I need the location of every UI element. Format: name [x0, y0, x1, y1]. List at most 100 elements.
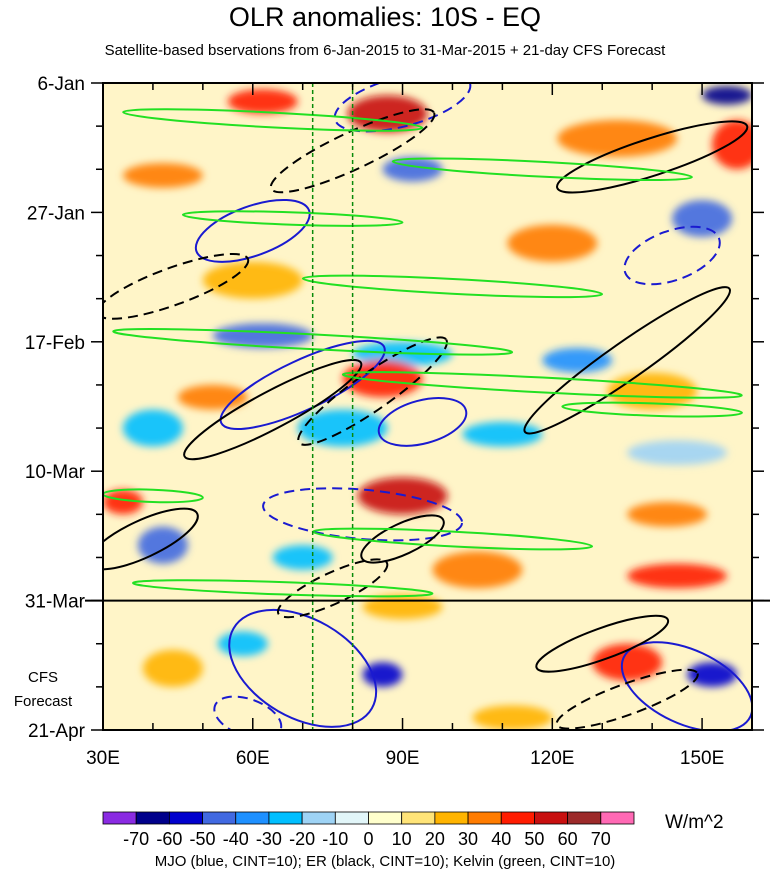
mjo-contour-4 [620, 641, 752, 730]
anomaly-blob-7 [672, 200, 733, 238]
mjo-contour-1 [377, 397, 468, 447]
er-contour-12 [360, 514, 445, 564]
y-tick-label: 31-Mar [25, 592, 86, 613]
colorbar-swatch [268, 811, 303, 825]
colorbar-swatch [500, 811, 535, 825]
anomaly-blob-29 [362, 662, 403, 687]
y-tick-label: 17-Feb [25, 333, 85, 354]
mjo-contour-0 [194, 198, 311, 263]
colorbar-swatch [368, 811, 403, 825]
anomaly-blob-12 [542, 347, 613, 373]
anomaly-blob-32 [142, 649, 203, 687]
colorbar-label: -60 [156, 829, 182, 849]
kelvin-contour-22 [181, 210, 404, 227]
mjo-contour-6 [623, 225, 721, 286]
x-tick-label: 60E [236, 748, 270, 769]
plot-border [102, 82, 753, 731]
kelvin-contour-21 [391, 157, 693, 182]
er-contour-15 [269, 108, 436, 194]
er-contour-18 [276, 558, 389, 619]
x-tick-label: 120E [530, 748, 574, 769]
anomaly-blob-13 [342, 360, 423, 398]
colorbar-swatch [301, 811, 336, 825]
kelvin-contour-25 [341, 371, 743, 399]
anomaly-blob-25 [627, 563, 728, 589]
colorbar-label: -40 [223, 829, 249, 849]
anomaly-blob-3 [557, 119, 678, 157]
kelvin-contour-23 [301, 274, 604, 299]
colorbar-swatch [102, 811, 137, 825]
anomaly-blob-23 [137, 526, 188, 564]
y-tick-label: 6-Jan [37, 74, 85, 95]
anomaly-blob-30 [592, 643, 663, 681]
anomaly-blob-22 [627, 502, 708, 527]
figure-caption: MJO (blue, CINT=10); ER (black, CINT=10)… [154, 853, 616, 870]
anomaly-blob-24 [272, 545, 333, 570]
colorbar-swatch [235, 811, 270, 825]
anomaly-blob-21 [103, 489, 143, 515]
colorbar-label: 40 [491, 829, 511, 849]
er-contour-16 [103, 252, 250, 320]
anomaly-blob-26 [432, 551, 523, 589]
x-tick-label: 90E [386, 748, 420, 769]
colorbar: -70 -60 -50 -40 -30 -20 -10 0 10 20 30 40 50 60 70 [102, 811, 635, 849]
kelvin-contour-26 [561, 401, 743, 418]
cfs-forecast-label: CFS Forecast [8, 666, 78, 714]
plot-frame [85, 82, 770, 731]
er-contour-11 [523, 286, 731, 435]
colorbar-swatch [600, 811, 635, 825]
anomaly-blob-27 [362, 594, 443, 620]
anomaly-blob-4 [702, 86, 752, 105]
mjo-contour-3 [228, 608, 378, 728]
anomaly-blob-33 [472, 705, 553, 730]
anomaly-blob-1 [347, 95, 428, 133]
chart-title: OLR anomalies: 10S - EQ [228, 2, 542, 32]
colorbar-label: 20 [425, 829, 445, 849]
anomaly-blob-9 [202, 261, 303, 299]
er-contour-10 [183, 358, 363, 461]
anomaly-blob-6 [122, 163, 203, 188]
er-contour-19 [555, 668, 699, 730]
x-tick-label: 150E [680, 748, 724, 769]
y-tick-label: 21-Apr [28, 721, 86, 742]
kelvin-contour-29 [132, 579, 434, 598]
x-axis: 30E 60E 90E 120E 150E [86, 83, 753, 769]
colorbar-label: 70 [591, 829, 611, 849]
colorbar-label: 50 [524, 829, 544, 849]
colorbar-swatch [334, 811, 369, 825]
er-contour-9 [556, 120, 749, 194]
anomaly-blob-31 [687, 662, 738, 687]
colorbar-swatch [135, 811, 170, 825]
colorbar-label: 10 [392, 829, 412, 849]
colorbar-swatch [467, 811, 502, 825]
er-contour-13 [103, 507, 199, 571]
colorbar-label: -70 [123, 829, 149, 849]
anomaly-blob-16 [297, 409, 388, 447]
colorbar-units: W/m^2 [665, 812, 724, 833]
anomaly-blob-5 [712, 119, 752, 170]
chart-subtitle: Satellite-based bservations from 6-Jan-2… [104, 42, 666, 59]
colorbar-swatch [168, 811, 203, 825]
colorbar-label: -50 [190, 829, 216, 849]
colorbar-label: 60 [558, 829, 578, 849]
kelvin-contour-20 [122, 108, 424, 132]
cfs-label-line2: Forecast [13, 693, 73, 710]
colorbar-label: -10 [322, 829, 348, 849]
anomaly-blob-8 [507, 224, 598, 262]
colorbar-swatch [434, 811, 469, 825]
colorbar-swatch [567, 811, 602, 825]
anomaly-blob-0 [227, 89, 298, 114]
er-contour-14 [535, 614, 670, 673]
colorbar-label: -30 [256, 829, 282, 849]
colorbar-swatch [534, 811, 569, 825]
anomaly-blob-17 [122, 409, 183, 447]
er-contour-17 [297, 336, 448, 446]
y-tick-label: 10-Mar [25, 462, 86, 483]
anomaly-blob-19 [627, 440, 728, 466]
colorbar-label: 30 [458, 829, 478, 849]
y-tick-label: 27-Jan [27, 203, 85, 224]
mjo-contour-7 [262, 487, 464, 542]
reference-lines [311, 83, 354, 730]
colorbar-label: 0 [363, 829, 373, 849]
